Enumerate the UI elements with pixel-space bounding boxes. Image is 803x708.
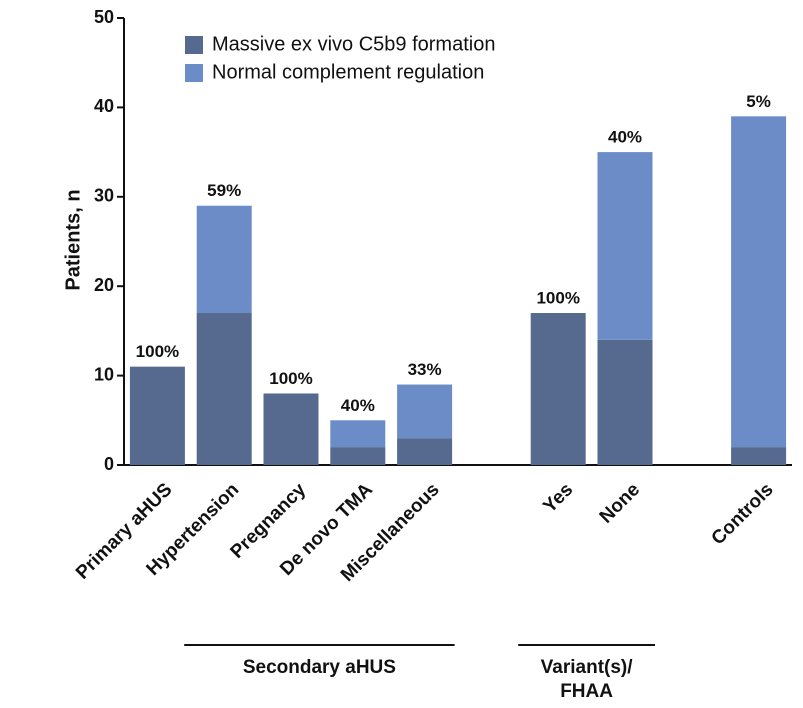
bar-segment xyxy=(731,116,787,448)
bar-segment xyxy=(397,384,453,439)
legend-swatch xyxy=(185,64,203,82)
y-tick-label: 50 xyxy=(94,7,114,27)
y-tick-label: 30 xyxy=(94,186,114,206)
bar-annotation: 100% xyxy=(269,369,312,388)
bar-annotation: 5% xyxy=(746,92,771,111)
bar-annotation: 40% xyxy=(608,128,642,147)
legend-swatch xyxy=(185,36,203,54)
y-tick-label: 40 xyxy=(94,96,114,116)
y-tick-label: 10 xyxy=(94,364,114,384)
group-label: FHAA xyxy=(560,681,613,702)
bar-segment xyxy=(731,447,787,465)
y-axis-label: Patients, n xyxy=(62,189,84,290)
bar-segment xyxy=(330,420,386,448)
x-tick-label: Yes xyxy=(539,479,577,517)
y-tick-label: 20 xyxy=(94,275,114,295)
bar-segment xyxy=(263,393,319,465)
legend-label: Massive ex vivo C5b9 formation xyxy=(212,33,495,55)
group-label: Variant(s)/ xyxy=(541,657,634,678)
bar-annotation: 59% xyxy=(207,181,241,200)
bar-segment xyxy=(530,313,586,465)
bar-segment xyxy=(196,313,252,465)
x-tick-label: Controls xyxy=(708,479,778,549)
bar-segment xyxy=(397,438,453,465)
bar-segment xyxy=(597,152,653,340)
x-tick-label: None xyxy=(596,479,644,527)
group-label: Secondary aHUS xyxy=(243,657,396,678)
bar-annotation: 40% xyxy=(341,396,375,415)
y-tick-label: 0 xyxy=(104,454,114,474)
bar-annotation: 100% xyxy=(136,342,179,361)
bar-segment xyxy=(330,447,386,465)
bar-segment xyxy=(597,339,653,465)
bar-annotation: 33% xyxy=(408,360,442,379)
bar-annotation: 100% xyxy=(536,289,579,308)
bar-segment xyxy=(129,366,185,465)
bar-segment xyxy=(196,205,252,314)
legend-label: Normal complement regulation xyxy=(212,61,484,83)
